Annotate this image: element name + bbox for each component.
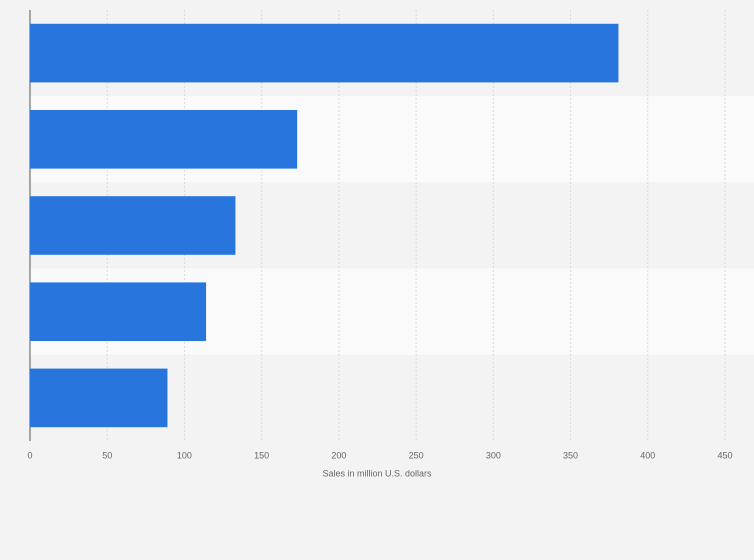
bar xyxy=(30,282,207,342)
bar xyxy=(30,196,236,255)
x-tick-label: 400 xyxy=(640,450,655,460)
bar xyxy=(30,368,168,428)
x-tick-label: 50 xyxy=(102,450,112,460)
x-tick-label: 100 xyxy=(177,450,192,460)
x-tick-label: 150 xyxy=(254,450,269,460)
x-axis-label: Sales in million U.S. dollars xyxy=(322,468,432,478)
x-tick-label: 300 xyxy=(486,450,501,460)
x-tick-label: 350 xyxy=(563,450,578,460)
x-tick-label: 450 xyxy=(717,450,732,460)
x-tick-label: 0 xyxy=(27,450,32,460)
x-tick-label: 250 xyxy=(409,450,424,460)
bar xyxy=(30,109,298,169)
bar xyxy=(30,23,619,83)
x-tick-label: 200 xyxy=(331,450,346,460)
